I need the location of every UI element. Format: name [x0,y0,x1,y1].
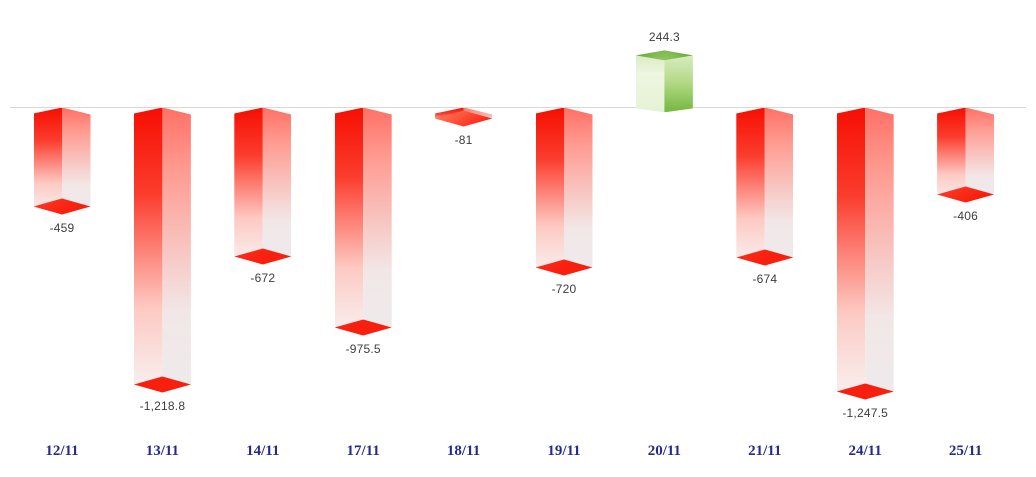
value-label: -406 [953,208,978,223]
x-axis-label: 12/11 [45,443,79,459]
x-axis-label: 14/11 [246,443,280,459]
x-axis-label: 18/11 [446,443,481,459]
bar-13-11[interactable] [133,107,191,393]
bar-bottom-face [234,248,292,265]
bar-bottom-face [937,186,995,203]
bar-right-face [865,107,894,400]
bar-24-11[interactable] [836,107,894,400]
bar-bottom-face [33,198,91,215]
bar-bottom-face [736,249,794,266]
bar-left-face [334,107,364,336]
bar-left-face [635,55,665,113]
bar-bottom-face [836,383,894,400]
value-label: -1,247.5 [842,405,888,420]
x-axis-label: 20/11 [647,443,682,459]
bar-19-11[interactable] [535,107,593,276]
bar-bottom-face [435,110,493,127]
bar-left-face [535,107,564,276]
bar-bottom-face [133,376,191,393]
value-label: -672 [250,270,276,285]
bar-bottom-face [535,259,593,276]
bar-17-11[interactable] [334,107,392,336]
value-label: -720 [551,281,577,296]
bar-left-face [937,107,966,203]
x-axis-label: 24/11 [848,443,882,459]
bar-bottom-face [334,319,392,336]
bar-18-11[interactable] [435,107,493,127]
bar-left-face [736,107,765,266]
bar-right-face [664,55,693,113]
bar-right-face [764,107,794,266]
bar-right-face [162,107,191,393]
bar-left-face [133,107,163,393]
x-axis-label: 25/11 [948,443,983,459]
bar-left-face [234,107,263,265]
x-axis-label: 13/11 [145,443,180,459]
bar-21-11[interactable] [736,107,794,266]
bar-14-11[interactable] [234,107,292,265]
bar-right-face [965,107,995,203]
bar-top-face [635,50,693,61]
x-axis-label: 21/11 [748,443,782,459]
bar-25-11[interactable] [937,107,995,203]
bar-right-face [363,107,392,336]
bar-left-face [33,107,62,215]
value-label: -975.5 [345,341,381,356]
bar-right-face [62,107,91,215]
x-axis-label: 17/11 [346,443,380,459]
zero-axis-line [10,107,1026,108]
bar-12-11[interactable] [33,107,91,215]
bar-right-face [564,107,593,276]
bar-right-face [262,107,292,265]
x-axis-label: 19/11 [547,443,581,459]
bar-left-face [836,107,866,400]
value-label: -81 [454,132,473,147]
value-label: -674 [752,271,778,286]
bar-20-11[interactable] [635,50,693,113]
value-label: -459 [49,220,75,235]
value-label: -1,218.8 [139,398,186,413]
value-label: 244.3 [648,30,680,45]
